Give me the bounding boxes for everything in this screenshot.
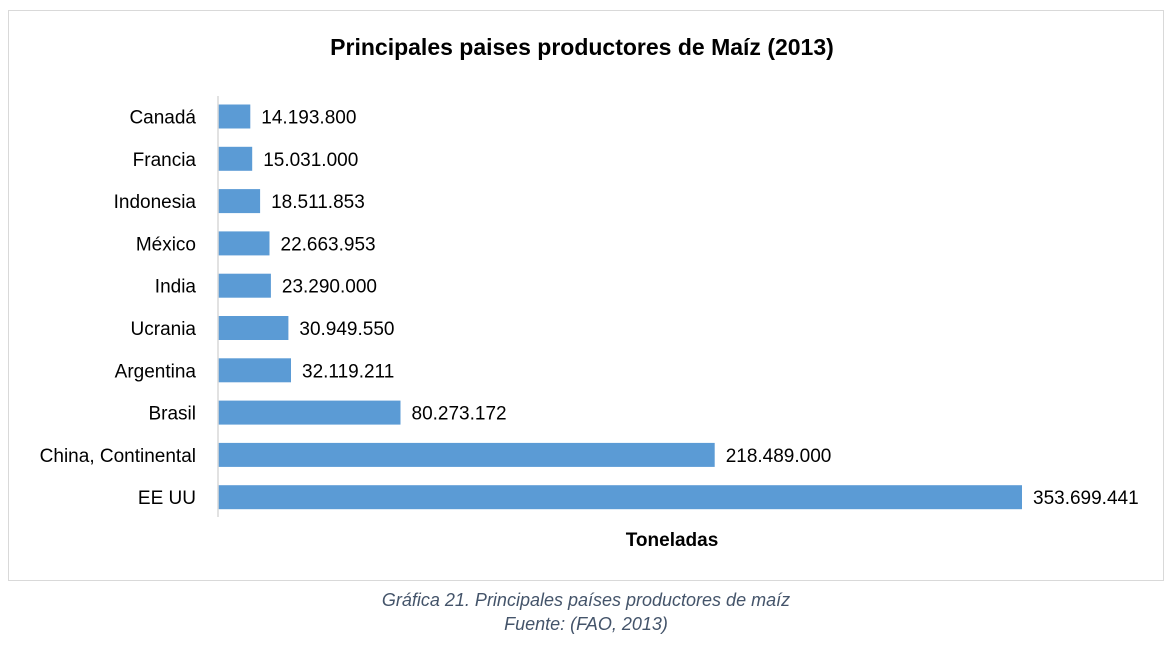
category-label: Argentina <box>115 361 197 382</box>
category-label: México <box>136 234 196 255</box>
category-label: Indonesia <box>114 192 197 213</box>
bar <box>218 146 253 171</box>
bar-chart: Principales paises productores de Maíz (… <box>40 34 1139 551</box>
bar <box>218 485 1022 510</box>
value-label: 30.949.550 <box>299 319 394 340</box>
value-label: 14.193.800 <box>261 108 356 129</box>
category-labels: Canadá Francia Indonesia México India Ucrania… <box>40 108 197 510</box>
value-label: 23.290.000 <box>282 277 377 298</box>
bar <box>218 231 270 256</box>
bar <box>218 273 271 298</box>
category-label: China, Continental <box>40 446 196 467</box>
bar <box>218 316 289 340</box>
value-label: 22.663.953 <box>281 234 376 255</box>
value-labels: 14.193.800 15.031.000 18.511.853 22.663.953… <box>261 108 1138 510</box>
category-label: Francia <box>133 150 197 171</box>
bar <box>218 442 715 467</box>
category-label: Ucrania <box>131 319 197 340</box>
bar <box>218 189 261 214</box>
value-label: 353.699.441 <box>1033 488 1139 509</box>
value-label: 18.511.853 <box>271 192 365 213</box>
category-label: India <box>155 277 197 298</box>
chart-title: Principales paises productores de Maíz (… <box>330 34 834 60</box>
value-label: 15.031.000 <box>263 150 358 171</box>
category-label: EE UU <box>138 488 196 509</box>
bar <box>218 400 401 425</box>
figure-caption: Gráfica 21. Principales países productor… <box>381 590 791 610</box>
category-label: Brasil <box>148 404 196 425</box>
figure-source: Fuente: (FAO, 2013) <box>504 614 668 634</box>
bar <box>218 358 291 383</box>
x-axis-title: Toneladas <box>626 530 719 551</box>
category-label: Canadá <box>129 108 196 129</box>
bars-group <box>218 104 1022 510</box>
value-label: 80.273.172 <box>412 404 507 425</box>
value-label: 32.119.211 <box>302 361 394 382</box>
bar <box>218 104 251 129</box>
value-label: 218.489.000 <box>726 446 832 467</box>
